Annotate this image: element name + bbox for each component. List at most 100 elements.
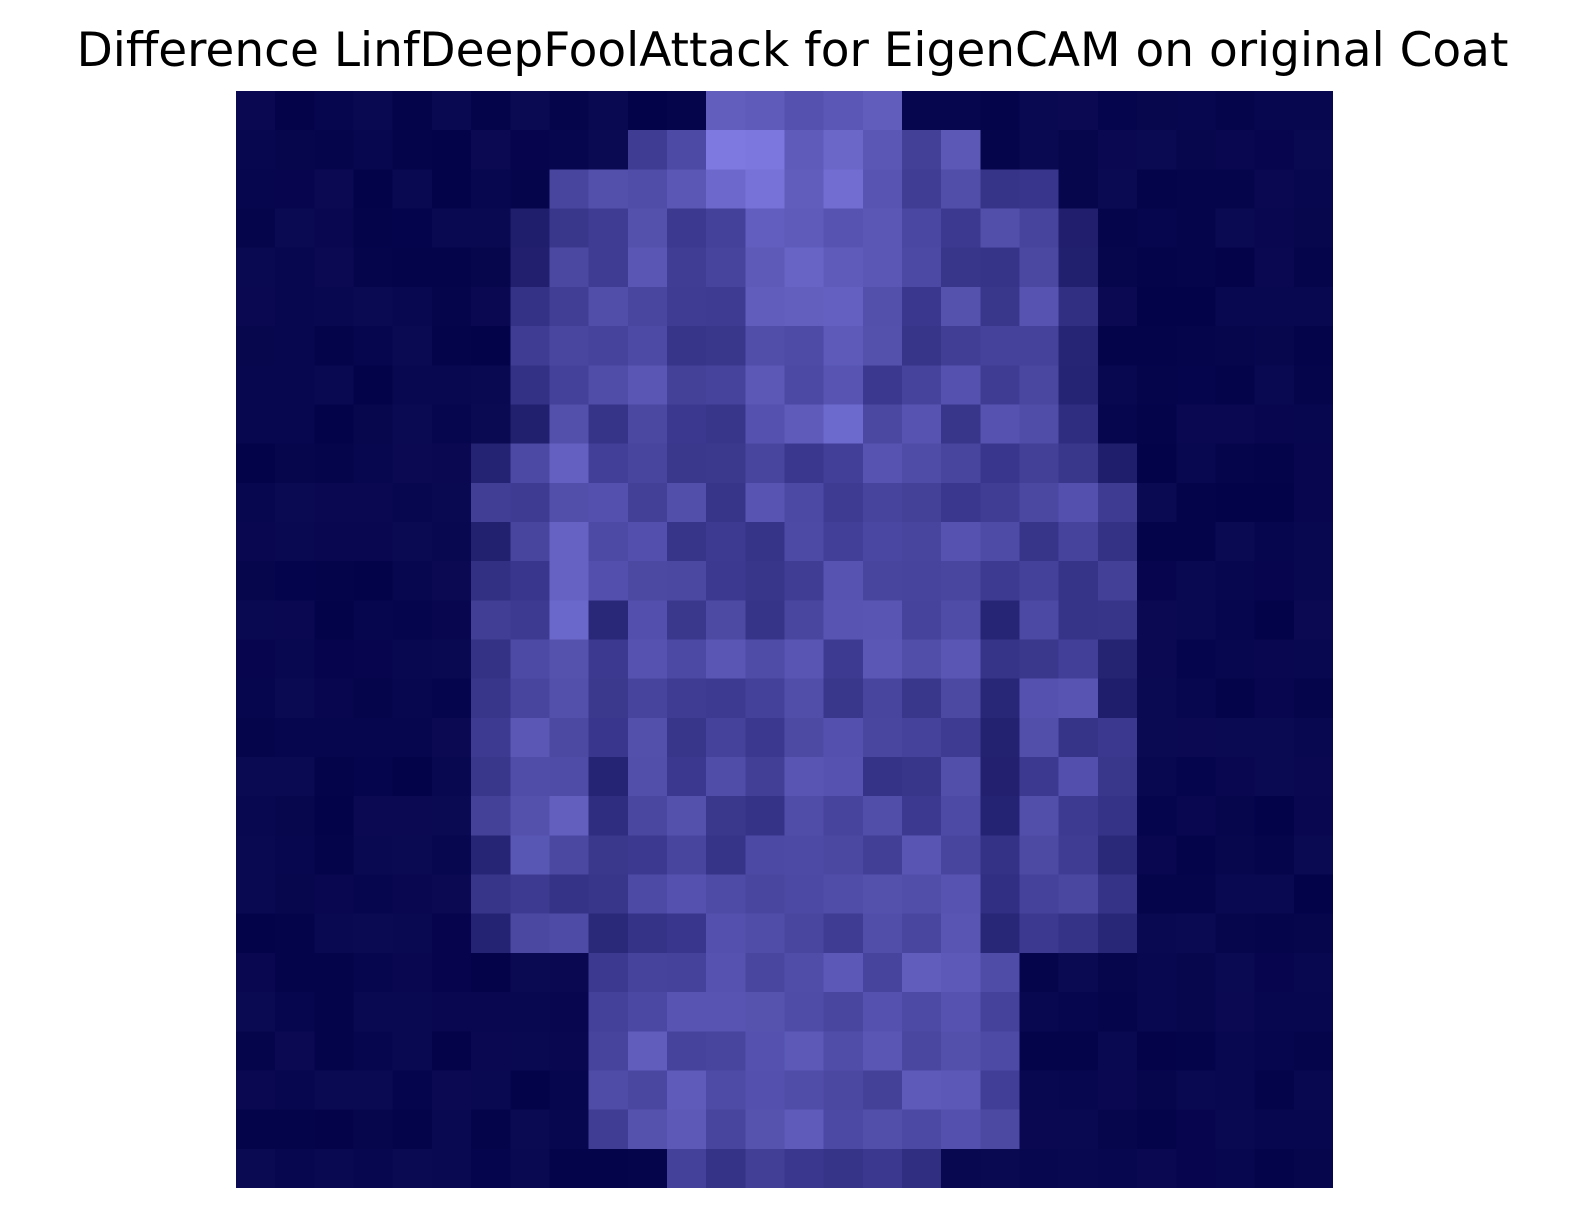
heatmap-pixel bbox=[941, 1148, 982, 1188]
heatmap-pixel bbox=[392, 208, 433, 249]
heatmap-pixel bbox=[941, 521, 982, 562]
heatmap-pixel bbox=[1097, 639, 1138, 680]
heatmap-pixel bbox=[353, 91, 394, 131]
heatmap-pixel bbox=[745, 130, 786, 171]
heatmap-pixel bbox=[549, 992, 590, 1033]
heatmap-pixel bbox=[627, 639, 668, 680]
heatmap-pixel bbox=[431, 835, 472, 876]
heatmap-pixel bbox=[392, 521, 433, 562]
heatmap-pixel bbox=[1097, 1109, 1138, 1150]
heatmap-pixel bbox=[902, 521, 942, 562]
heatmap-pixel bbox=[549, 913, 590, 954]
heatmap-pixel bbox=[471, 326, 512, 367]
heatmap-pixel bbox=[666, 1070, 707, 1111]
heatmap-pixel bbox=[784, 169, 825, 210]
heatmap-pixel bbox=[666, 482, 707, 523]
heatmap-pixel bbox=[706, 326, 747, 367]
heatmap-pixel bbox=[784, 365, 825, 406]
heatmap-pixel bbox=[980, 600, 1021, 641]
heatmap-pixel bbox=[1019, 169, 1060, 210]
heatmap-pixel bbox=[1254, 326, 1295, 367]
heatmap-pixel bbox=[1019, 91, 1060, 131]
heatmap-pixel bbox=[941, 639, 982, 680]
heatmap-pixel bbox=[862, 717, 903, 758]
heatmap-pixel bbox=[1293, 208, 1333, 249]
heatmap-pixel bbox=[431, 286, 472, 327]
heatmap-pixel bbox=[236, 757, 276, 797]
heatmap-pixel bbox=[549, 1070, 590, 1111]
heatmap-pixel bbox=[236, 796, 276, 837]
heatmap-pixel bbox=[1176, 482, 1217, 523]
heatmap-pixel bbox=[471, 130, 512, 171]
heatmap-pixel bbox=[1058, 326, 1099, 367]
heatmap-pixel bbox=[588, 874, 629, 915]
heatmap-pixel bbox=[314, 91, 355, 131]
heatmap-pixel bbox=[1254, 639, 1295, 680]
heatmap-pixel bbox=[353, 796, 394, 837]
heatmap-pixel bbox=[706, 992, 747, 1033]
heatmap-pixel bbox=[1137, 443, 1178, 484]
heatmap-pixel bbox=[431, 365, 472, 406]
heatmap-pixel bbox=[1293, 365, 1333, 406]
heatmap-pixel bbox=[1254, 247, 1295, 288]
heatmap-pixel bbox=[941, 169, 982, 210]
heatmap-pixel bbox=[431, 91, 472, 131]
heatmap-pixel bbox=[1097, 208, 1138, 249]
heatmap-pixel bbox=[1293, 913, 1333, 954]
heatmap-pixel bbox=[1215, 91, 1256, 131]
heatmap-pixel bbox=[706, 639, 747, 680]
heatmap-pixel bbox=[862, 91, 903, 131]
heatmap-pixel bbox=[431, 247, 472, 288]
heatmap-pixel bbox=[275, 1109, 316, 1150]
heatmap-pixel bbox=[1058, 443, 1099, 484]
heatmap-pixel bbox=[353, 639, 394, 680]
heatmap-pixel bbox=[980, 1070, 1021, 1111]
heatmap-pixel bbox=[1254, 521, 1295, 562]
heatmap-pixel bbox=[275, 678, 316, 719]
heatmap-pixel bbox=[1215, 992, 1256, 1033]
heatmap-pixel bbox=[275, 1070, 316, 1111]
heatmap-pixel bbox=[236, 208, 276, 249]
heatmap-pixel bbox=[1097, 1070, 1138, 1111]
heatmap-pixel bbox=[823, 130, 864, 171]
heatmap-pixel bbox=[1176, 286, 1217, 327]
heatmap-pixel bbox=[549, 796, 590, 837]
heatmap-pixel bbox=[1176, 1031, 1217, 1072]
heatmap-pixel bbox=[314, 639, 355, 680]
heatmap-pixel bbox=[784, 1070, 825, 1111]
heatmap-pixel bbox=[431, 639, 472, 680]
heatmap-pixel bbox=[941, 561, 982, 602]
heatmap-pixel bbox=[745, 91, 786, 131]
heatmap-pixel bbox=[431, 1031, 472, 1072]
heatmap-pixel bbox=[941, 365, 982, 406]
heatmap-pixel bbox=[471, 874, 512, 915]
heatmap-pixel bbox=[471, 639, 512, 680]
heatmap-pixel bbox=[902, 835, 942, 876]
heatmap-pixel bbox=[353, 874, 394, 915]
heatmap-pixel bbox=[392, 169, 433, 210]
heatmap-pixel bbox=[666, 1109, 707, 1150]
heatmap-pixel bbox=[275, 874, 316, 915]
heatmap-pixel bbox=[627, 169, 668, 210]
heatmap-pixel bbox=[314, 130, 355, 171]
heatmap-pixel bbox=[1293, 286, 1333, 327]
heatmap-pixel bbox=[862, 208, 903, 249]
heatmap-pixel bbox=[784, 913, 825, 954]
heatmap-pixel bbox=[588, 796, 629, 837]
heatmap-pixel bbox=[549, 169, 590, 210]
heatmap-pixel bbox=[275, 286, 316, 327]
heatmap-pixel bbox=[236, 482, 276, 523]
heatmap-pixel bbox=[862, 757, 903, 797]
heatmap-pixel bbox=[588, 992, 629, 1033]
heatmap-pixel bbox=[549, 757, 590, 797]
heatmap-pixel bbox=[353, 521, 394, 562]
heatmap-pixel bbox=[275, 482, 316, 523]
heatmap-pixel bbox=[275, 91, 316, 131]
heatmap-pixel bbox=[1176, 326, 1217, 367]
heatmap-pixel bbox=[666, 952, 707, 993]
heatmap-pixel bbox=[588, 365, 629, 406]
heatmap-pixel bbox=[1097, 717, 1138, 758]
heatmap-pixel bbox=[941, 835, 982, 876]
heatmap-pixel bbox=[392, 1148, 433, 1188]
heatmap-pixel bbox=[745, 443, 786, 484]
